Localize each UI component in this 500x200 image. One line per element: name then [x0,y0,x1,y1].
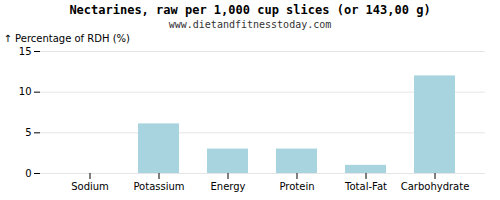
svg-text:Protein: Protein [279,181,314,192]
svg-text:0: 0 [25,168,31,179]
svg-text:↑ Percentage of RDH (%): ↑ Percentage of RDH (%) [4,33,131,44]
svg-text:Sodium: Sodium [71,181,109,192]
svg-text:Potassium: Potassium [133,181,184,192]
svg-text:15: 15 [19,46,32,57]
svg-text:10: 10 [19,86,32,97]
html-text:Nectarines, raw per 1,000 cup: Nectarines, raw per 1,000 cup slices (or… [69,3,431,17]
svg-text:5: 5 [25,127,31,138]
svg-text:Total-Fat: Total-Fat [344,181,387,192]
svg-text:Energy: Energy [210,181,245,192]
svg-text:Carbohydrate: Carbohydrate [401,181,470,192]
html-text:www.dietandfitnesstoday.com: www.dietandfitnesstoday.com [168,19,332,30]
